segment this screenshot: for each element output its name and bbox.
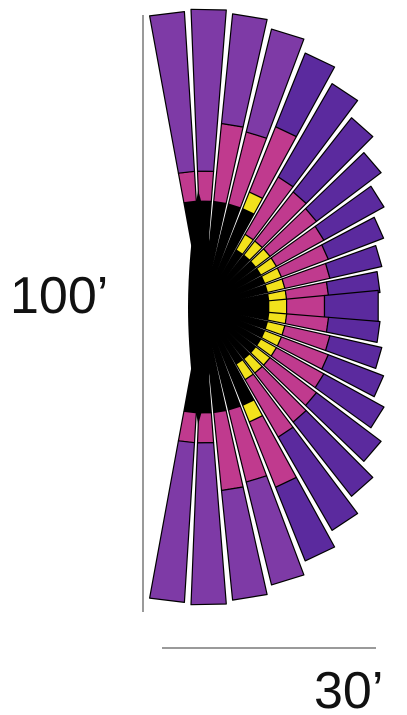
fan-hub-shape xyxy=(188,190,214,425)
fan-ray-outer-band xyxy=(245,475,305,586)
width-label: 30’ xyxy=(314,662,383,715)
fan-ray-outer-band xyxy=(305,152,382,222)
fan-ray-mid-band xyxy=(177,410,197,444)
fan-ray-outer-band xyxy=(305,392,382,462)
fan-ray-outer-band xyxy=(149,11,196,174)
fan-ray-outer-band xyxy=(245,28,305,139)
height-label: 100’ xyxy=(10,267,108,325)
fan-ray-outer-band xyxy=(220,486,268,601)
fan-ray-outer-band xyxy=(292,410,374,497)
fan-ray-outer-band xyxy=(277,83,359,188)
fan-ray-outer-band xyxy=(275,476,336,562)
fan-ray-outer-band xyxy=(321,216,385,260)
fan-ray-outer-band xyxy=(325,271,381,298)
fan-hub xyxy=(188,190,214,425)
fan-ray-outer-band xyxy=(277,426,359,531)
fan-ray-outer-band xyxy=(325,245,383,279)
fan-ray-outer-band xyxy=(325,335,383,369)
fan-ray-outer-band xyxy=(190,442,227,606)
fan-ray-mid-band xyxy=(177,170,197,204)
fan-ray-outer-band xyxy=(220,13,268,128)
fan-ray-outer-band xyxy=(292,117,374,204)
fan-ray-outer-band xyxy=(314,185,385,241)
fan-ray-outer-band xyxy=(314,373,385,429)
fan-ray-outer-band xyxy=(275,52,336,138)
fan-ray-outer-band xyxy=(190,8,227,172)
fan-rays xyxy=(149,8,385,606)
fan-ray-outer-band xyxy=(321,354,385,398)
fan-ray-outer-band xyxy=(149,440,196,603)
fan-ray-outer-band xyxy=(325,316,381,343)
